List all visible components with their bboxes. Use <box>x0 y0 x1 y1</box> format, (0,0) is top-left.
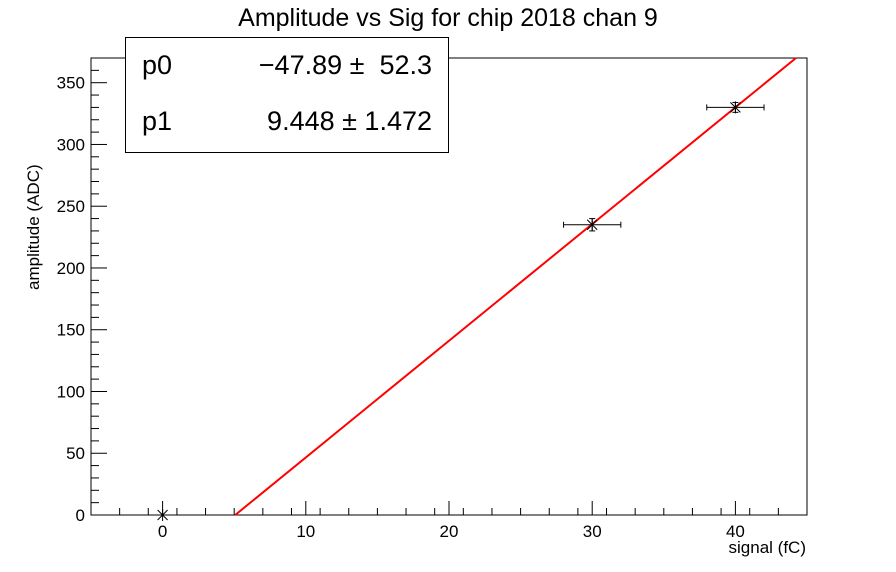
stat-name: p1 <box>142 106 173 136</box>
y-tick-label: 0 <box>76 506 85 525</box>
fit-line <box>234 57 797 516</box>
y-tick-label: 100 <box>57 382 85 401</box>
x-tick-label: 0 <box>158 522 167 541</box>
x-tick-label: 40 <box>726 522 745 541</box>
chart-title: Amplitude vs Sig for chip 2018 chan 9 <box>238 4 658 32</box>
data-point <box>586 218 598 231</box>
x-tick-label: 20 <box>440 522 459 541</box>
fit-stats-box: p0 −47.89 ± 52.3 p1 9.448 ± 1.472 <box>125 37 449 153</box>
y-tick-label: 50 <box>66 444 85 463</box>
stat-row-p0: p0 −47.89 ± 52.3 <box>126 50 448 90</box>
stat-row-p1: p1 9.448 ± 1.472 <box>126 106 448 146</box>
x-axis-label: signal (fC) <box>728 538 806 557</box>
y-tick-label: 300 <box>57 135 85 154</box>
stat-value: 9.448 ± 1.472 <box>267 106 432 136</box>
stat-value: −47.89 ± 52.3 <box>258 50 432 80</box>
y-axis-label: amplitude (ADC) <box>24 164 43 290</box>
y-tick-label: 250 <box>57 197 85 216</box>
data-point <box>730 101 741 114</box>
x-tick-label: 10 <box>296 522 315 541</box>
data-point <box>157 509 168 521</box>
y-tick-label: 350 <box>57 74 85 93</box>
y-tick-label: 150 <box>57 321 85 340</box>
x-tick-label: 30 <box>583 522 602 541</box>
stat-name: p0 <box>142 50 173 80</box>
y-tick-label: 200 <box>57 259 85 278</box>
